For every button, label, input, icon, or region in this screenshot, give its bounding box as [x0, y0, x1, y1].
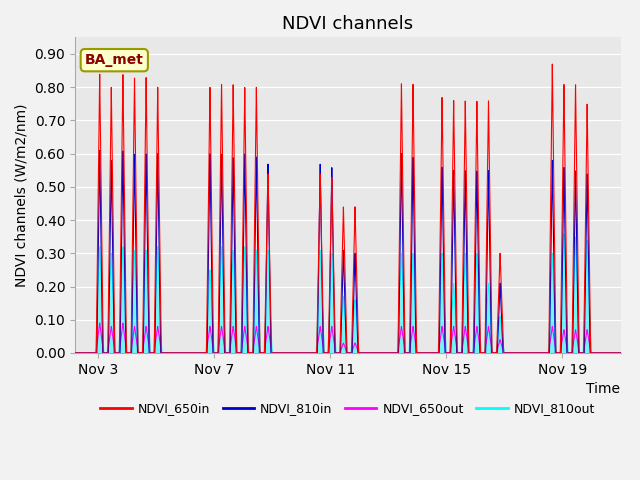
X-axis label: Time: Time [586, 382, 621, 396]
Text: BA_met: BA_met [85, 53, 144, 67]
Title: NDVI channels: NDVI channels [282, 15, 413, 33]
Legend: NDVI_650in, NDVI_810in, NDVI_650out, NDVI_810out: NDVI_650in, NDVI_810in, NDVI_650out, NDV… [95, 397, 600, 420]
Y-axis label: NDVI channels (W/m2/nm): NDVI channels (W/m2/nm) [15, 103, 29, 287]
